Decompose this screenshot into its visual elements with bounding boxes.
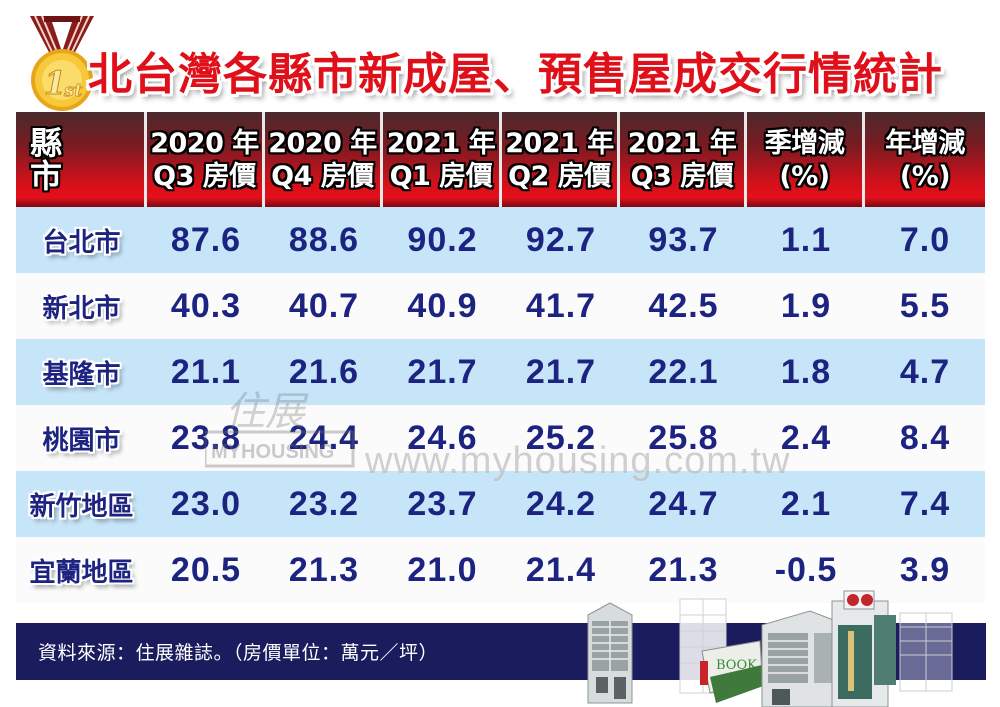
title-area: 1 st 北台灣各縣市新成屋、預售屋成交行情統計 [0, 0, 1000, 111]
value-cell: 2.1 [780, 484, 832, 523]
header-2020-q3: 2020 年 Q3 房價 [147, 112, 265, 207]
value-cell: 21.7 [407, 352, 478, 391]
value-cell: 42.5 [648, 286, 719, 325]
header-quarterly-change: 季增減 (%) [747, 112, 865, 207]
value-cell: 24.2 [525, 484, 597, 523]
value-cell: 1.8 [780, 352, 832, 391]
value-cell: 87.6 [170, 220, 242, 259]
value-cell: 93.7 [648, 220, 719, 259]
value-cell: 24.4 [288, 418, 360, 457]
value-cell: 3.9 [899, 550, 951, 589]
gold-medal-icon: 1 st [30, 15, 94, 111]
value-cell: 21.4 [525, 550, 597, 589]
value-cell: 22.1 [648, 352, 719, 391]
header-city: 縣 市 [16, 112, 147, 207]
value-cell: 2.4 [780, 418, 832, 457]
table-row: 桃園市 23.8 24.4 24.6 25.2 25.8 2.4 8.4 [16, 405, 985, 471]
value-cell: 1.9 [780, 286, 832, 325]
value-cell: 4.7 [899, 352, 951, 391]
value-cell: 88.6 [288, 220, 360, 259]
value-cell: -0.5 [774, 550, 838, 589]
value-cell: 40.9 [407, 286, 478, 325]
table-row: 基隆市 21.1 21.6 21.7 21.7 22.1 1.8 4.7 [16, 339, 985, 405]
header-2020-q4: 2020 年 Q4 房價 [265, 112, 383, 207]
header-2021-q1: 2021 年 Q1 房價 [383, 112, 502, 207]
table-row: 新竹地區 23.0 23.2 23.7 24.2 24.7 2.1 7.4 [16, 471, 985, 537]
value-cell: 40.7 [288, 286, 360, 325]
table-row: 新北市 40.3 40.7 40.9 41.7 42.5 1.9 5.5 [16, 273, 985, 339]
value-cell: 25.2 [525, 418, 597, 457]
value-cell: 8.4 [899, 418, 951, 457]
value-cell: 21.7 [525, 352, 597, 391]
value-cell: 40.3 [170, 286, 242, 325]
value-cell: 23.2 [288, 484, 360, 523]
value-cell: 7.4 [899, 484, 951, 523]
svg-text:st: st [63, 80, 83, 101]
table-header-row: 縣 市 2020 年 Q3 房價 2020 年 Q4 房價 2021 年 Q1 … [16, 112, 985, 207]
value-cell: 21.0 [407, 550, 478, 589]
value-cell: 23.0 [170, 484, 242, 523]
value-cell: 24.6 [407, 418, 478, 457]
city-name: 基隆市 [42, 359, 121, 390]
value-cell: 20.5 [170, 550, 242, 589]
value-cell: 92.7 [525, 220, 597, 259]
header-2021-q2: 2021 年 Q2 房價 [502, 112, 620, 207]
value-cell: 24.7 [648, 484, 719, 523]
page-title: 北台灣各縣市新成屋、預售屋成交行情統計 [88, 49, 943, 100]
city-name: 桃園市 [42, 425, 121, 456]
header-2021-q3: 2021 年 Q3 房價 [620, 112, 747, 207]
value-cell: 23.7 [407, 484, 478, 523]
value-cell: 1.1 [780, 220, 832, 259]
city-name: 宜蘭地區 [29, 557, 134, 588]
header-yearly-change: 年增減 (%) [865, 112, 985, 207]
value-cell: 90.2 [407, 220, 478, 259]
value-cell: 21.3 [648, 550, 719, 589]
buildings-illustration-icon: BOOK [587, 590, 953, 707]
value-cell: 21.6 [288, 352, 360, 391]
city-name: 新竹地區 [29, 491, 134, 522]
value-cell: 5.5 [899, 286, 951, 325]
value-cell: 21.3 [288, 550, 360, 589]
price-table: 縣 市 2020 年 Q3 房價 2020 年 Q4 房價 2021 年 Q1 … [16, 112, 985, 603]
source-note: 資料來源：住展雜誌。（房價單位：萬元／坪） [38, 642, 439, 664]
city-name: 新北市 [42, 293, 121, 324]
table-row: 宜蘭地區 20.5 21.3 21.0 21.4 21.3 -0.5 3.9 [16, 537, 985, 603]
value-cell: 7.0 [899, 220, 951, 259]
value-cell: 21.1 [170, 352, 242, 391]
city-name: 台北市 [42, 227, 121, 258]
value-cell: 23.8 [170, 418, 242, 457]
value-cell: 25.8 [648, 418, 719, 457]
value-cell: 41.7 [525, 286, 597, 325]
svg-text:1: 1 [44, 64, 66, 102]
table-row: 台北市 87.6 88.6 90.2 92.7 93.7 1.1 7.0 [16, 207, 985, 273]
